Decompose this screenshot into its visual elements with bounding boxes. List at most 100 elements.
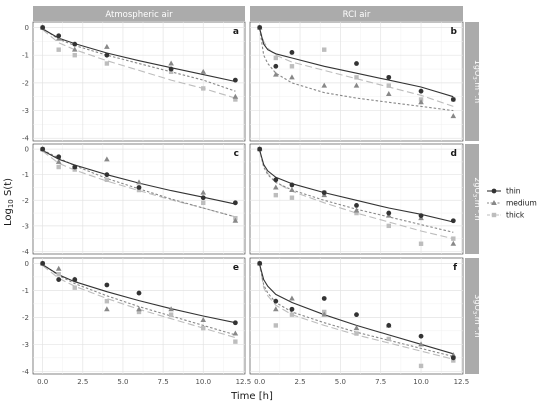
point-thin [104, 172, 110, 178]
panel-e: 0 -1 -2 -3 -4 0.0 2.5 5.0 7.5 10.0 12.5 e [22, 257, 251, 386]
point-thick [136, 309, 142, 315]
legend-label: medium [506, 199, 537, 208]
row-strip-base: 3gO [473, 294, 482, 310]
point-thin [40, 146, 46, 152]
column-strip-bg [33, 6, 245, 21]
x-tick-label: 12.5 [454, 378, 470, 386]
x-tick-label: 0.0 [254, 378, 265, 386]
fit-curve-thin [42, 264, 236, 324]
y-tick-label: -2 [22, 314, 29, 322]
point-thick [451, 236, 456, 241]
row-strip-label: 2gO3.m-3.h [471, 177, 482, 220]
fit-curve-medium [42, 27, 236, 92]
legend: thin medium thick [487, 187, 537, 220]
point-medium [104, 43, 110, 49]
fit-curve-thick [259, 150, 454, 240]
legend-key-point [491, 188, 497, 194]
point-medium [353, 325, 360, 331]
point-thick [56, 271, 61, 277]
point-thick [168, 69, 174, 75]
point-thick [418, 241, 424, 246]
x-tick-label: 10.0 [195, 378, 211, 386]
row-strip-label: 3gO3.m-3.h [471, 294, 482, 337]
fit-curve-medium [259, 150, 454, 233]
point-medium [385, 90, 392, 96]
legend-key-point [491, 200, 497, 205]
y-tick-label: -3 [22, 341, 29, 349]
point-thick [201, 325, 206, 331]
point-thin [321, 296, 327, 301]
point-thin [136, 185, 142, 190]
point-medium [273, 306, 279, 312]
panel-f: 0.0 2.5 5.0 7.5 10.0 12.5 f [249, 257, 470, 386]
point-medium [418, 99, 424, 105]
row-strip-sub: 3 [471, 76, 477, 80]
panel-frame [32, 257, 246, 375]
point-thick [201, 86, 206, 91]
point-thick [72, 285, 77, 290]
point-thick [273, 192, 279, 198]
row-strip-tail: .h [473, 213, 482, 221]
y-tick-label: -1 [22, 287, 29, 295]
point-thick [273, 55, 279, 61]
point-medium [418, 341, 424, 347]
y-tick-label: -1 [22, 171, 29, 179]
point-thick [72, 53, 77, 58]
point-thin [136, 290, 142, 296]
fit-curve-thin [259, 28, 454, 98]
point-thin [450, 218, 456, 224]
x-tick-label: 7.5 [375, 378, 386, 386]
point-medium [321, 311, 328, 317]
point-medium [353, 207, 360, 213]
point-thick [451, 358, 456, 363]
x-tick-label: 2.5 [294, 378, 305, 386]
point-thin [257, 25, 263, 30]
point-thick [289, 312, 295, 317]
point-medium [136, 179, 142, 185]
point-thick [233, 97, 238, 102]
y-axis-title-sub: 10 [7, 199, 15, 208]
point-thin [72, 41, 78, 47]
panel-frame [249, 143, 464, 255]
point-thick [386, 336, 391, 342]
point-thick [418, 363, 424, 369]
legend-item-thick: thick [487, 211, 525, 220]
fit-curve-thick [42, 265, 236, 339]
point-thin [56, 33, 62, 39]
column-strip-bg [250, 6, 463, 21]
fit-curve-medium [42, 149, 236, 218]
point-thick [201, 200, 206, 206]
point-medium [200, 189, 207, 195]
panel-letter: d [451, 149, 457, 159]
point-thick [386, 223, 391, 229]
panel-b: b [249, 21, 464, 142]
point-medium [200, 317, 207, 323]
row-strip-bg [465, 258, 479, 374]
point-thin [40, 25, 46, 30]
point-thin [386, 323, 392, 328]
point-medium [450, 240, 457, 246]
point-medium [55, 265, 62, 271]
row-strip-sup: -3 [476, 325, 482, 331]
point-thick [168, 312, 174, 317]
panel-grid: Atmospheric air RCI air1gO3.m-3.h2gO3.m-3… [22, 6, 482, 386]
point-medium [289, 187, 295, 193]
point-thick [72, 167, 77, 172]
point-thin [232, 77, 238, 83]
point-medium [273, 71, 279, 77]
point-thin [104, 52, 110, 58]
point-thin [354, 312, 359, 318]
panel-letter: b [451, 27, 458, 37]
point-medium [136, 306, 142, 312]
x-tick-label: 7.5 [158, 378, 169, 386]
x-tick-label: 2.5 [77, 378, 88, 386]
row-strip-tail: .h [473, 96, 482, 104]
point-thin [289, 182, 295, 188]
fit-curve-medium [259, 264, 454, 358]
point-medium [289, 295, 295, 301]
point-thick [56, 164, 61, 170]
point-thin [386, 210, 392, 216]
panel-c: 0 -1 -2 -3 -4 c [22, 143, 246, 256]
point-thin [386, 74, 392, 80]
point-thin [450, 97, 456, 102]
